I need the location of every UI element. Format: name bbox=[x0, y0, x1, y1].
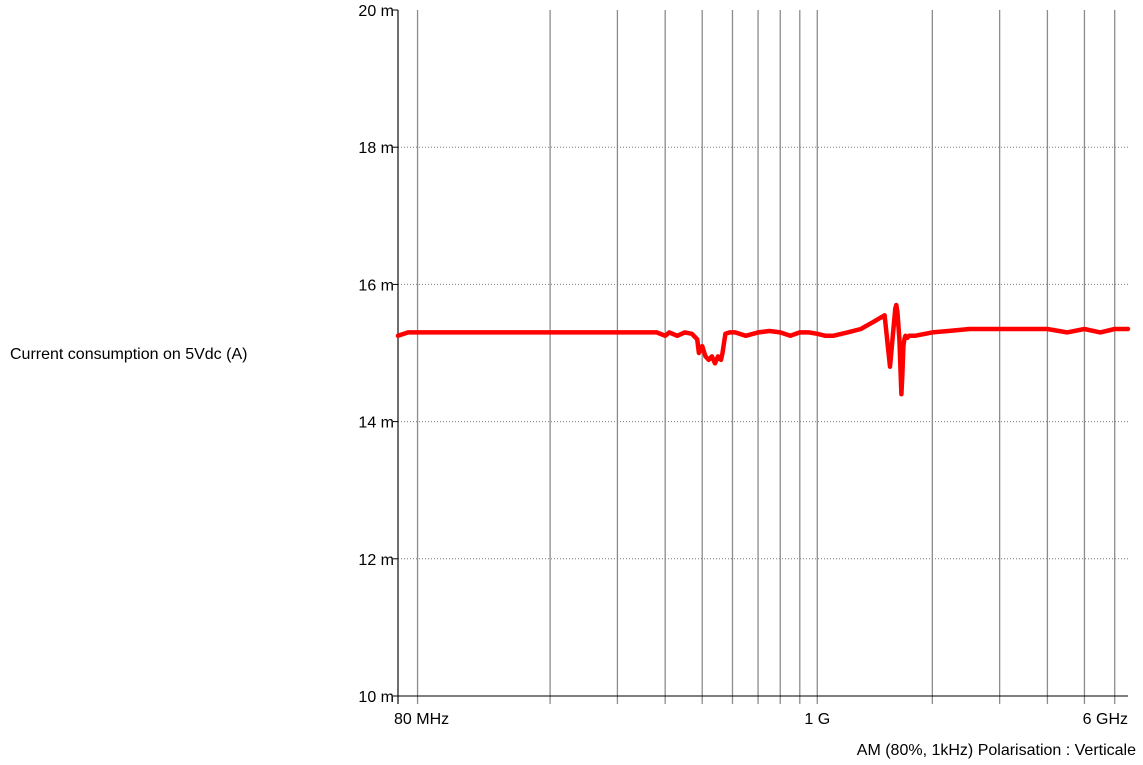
y-tick-label: 14 m bbox=[358, 415, 394, 432]
grid bbox=[397, 10, 1128, 704]
y-tick-labels: 10 m 12 m 14 m 16 m 18 m 20 m bbox=[358, 3, 398, 706]
y-tick-label: 16 m bbox=[358, 277, 394, 294]
annotation-text: AM (80%, 1kHz) Polarisation : Verticale bbox=[857, 742, 1136, 759]
y-tick-label: 20 m bbox=[358, 3, 394, 20]
y-tick-label: 10 m bbox=[358, 689, 394, 706]
y-tick-label: 12 m bbox=[358, 552, 394, 569]
x-tick-labels: 80 MHz 1 G 6 GHz bbox=[394, 711, 1128, 728]
x-tick-label: 1 G bbox=[804, 711, 830, 728]
x-tick-label: 6 GHz bbox=[1083, 711, 1128, 728]
x-tick-label: 80 MHz bbox=[394, 711, 449, 728]
series-line bbox=[395, 302, 1131, 397]
series-layer bbox=[395, 302, 1131, 397]
axes bbox=[397, 10, 1128, 704]
y-tick-label: 18 m bbox=[358, 140, 394, 157]
y-axis-label: Current consumption on 5Vdc (A) bbox=[10, 346, 247, 363]
